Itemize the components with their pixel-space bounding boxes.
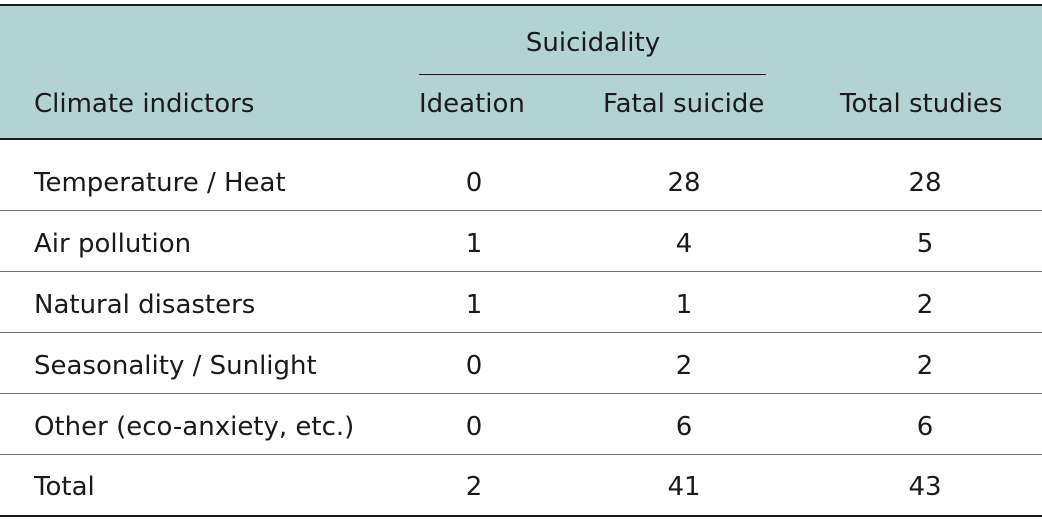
cell-fatal-suicide: 2 (675, 351, 693, 381)
cell-ideation-total: 2 (465, 472, 483, 502)
cell-ideation: 0 (465, 351, 483, 381)
cell-ideation: 0 (465, 412, 483, 442)
cell-ideation: 1 (465, 229, 483, 259)
column-header-fatal-suicide: Fatal suicide (603, 89, 765, 119)
cell-fatal-suicide: 6 (675, 412, 693, 442)
row-label: Seasonality / Sunlight (34, 351, 317, 381)
cell-total-studies: 28 (908, 168, 942, 198)
row-label: Natural disasters (34, 290, 256, 320)
cell-fatal-suicide: 4 (675, 229, 693, 259)
row-divider (0, 332, 1042, 333)
cell-total-studies-total: 43 (908, 472, 942, 502)
row-label: Air pollution (34, 229, 192, 259)
row-label: Other (eco-anxiety, etc.) (34, 412, 355, 442)
cell-total-studies: 5 (916, 229, 934, 259)
group-header-suicidality: Suicidality (525, 28, 661, 58)
cell-fatal-suicide: 1 (675, 290, 693, 320)
group-header-rule (419, 74, 766, 75)
row-divider (0, 271, 1042, 272)
row-label: Temperature / Heat (34, 168, 286, 198)
row-label-total: Total (34, 472, 95, 502)
cell-ideation: 0 (465, 168, 483, 198)
cell-total-studies: 2 (916, 290, 934, 320)
cell-fatal-suicide: 28 (667, 168, 701, 198)
column-header-ideation: Ideation (419, 89, 525, 119)
cell-ideation: 1 (465, 290, 483, 320)
table-header (0, 4, 1042, 140)
row-divider (0, 210, 1042, 211)
row-divider (0, 393, 1042, 394)
cell-total-studies: 6 (916, 412, 934, 442)
column-header-total-studies: Total studies (840, 89, 1003, 119)
column-header-climate-indicators: Climate indictors (34, 89, 255, 119)
cell-fatal-suicide-total: 41 (667, 472, 701, 502)
row-divider (0, 454, 1042, 455)
table-bottom-rule (0, 515, 1042, 517)
cell-total-studies: 2 (916, 351, 934, 381)
header-divider (0, 138, 1042, 140)
